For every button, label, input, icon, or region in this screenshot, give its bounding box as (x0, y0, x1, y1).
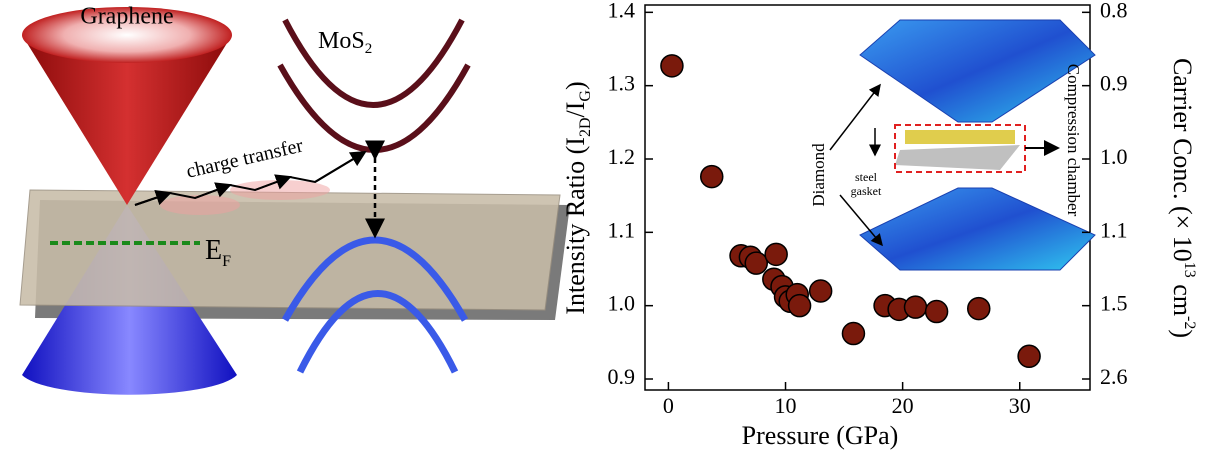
chamber-label: Compression chamber (1064, 64, 1083, 217)
plot-frame (644, 4, 1091, 391)
diamond-bottom (859, 187, 1096, 271)
red-cone (22, 35, 232, 205)
data-point (967, 296, 991, 321)
x-axis-label: Pressure (GPa) (742, 421, 899, 450)
fermi-label: EF (205, 235, 231, 269)
x-tick-label: 20 (892, 393, 914, 418)
label-sup: 13 (1181, 262, 1198, 278)
x-tick-label: 10 (775, 393, 797, 418)
glow (160, 195, 240, 215)
label-sub: 2D (577, 117, 594, 137)
label-part: E (205, 235, 222, 266)
y2-axis-label: Carrier Conc. (× 1013 cm-2) (1168, 58, 1198, 338)
data-point (924, 299, 949, 324)
y-tick-label: 1.3 (608, 71, 636, 96)
label-sub: 2 (365, 41, 373, 57)
valence-band (281, 236, 469, 322)
data-point (660, 54, 684, 78)
label-sub: G (577, 90, 594, 102)
y2-tick-label: 0.9 (1100, 71, 1128, 96)
y2-tick-label: 1.1 (1100, 217, 1128, 242)
y-tick-label: 0.9 (608, 364, 636, 389)
sample (895, 145, 1020, 170)
x-tick-label: 30 (1009, 393, 1031, 418)
y-axis-label: Intensity Ratio (I2D/IG) (561, 81, 594, 314)
label-part: ) (1168, 329, 1197, 338)
data-point (744, 251, 768, 275)
y2-tick-label: 1.5 (1100, 291, 1128, 316)
gasket-label: gasket (851, 184, 882, 198)
x-tick-label: 0 (663, 393, 674, 418)
y-tick-label: 1.2 (608, 144, 636, 169)
label-sub: F (222, 253, 231, 270)
y2-tick-label: 1.0 (1100, 144, 1128, 169)
sample-layer (905, 130, 1015, 144)
diamond-top (859, 19, 1096, 123)
conduction-band (282, 18, 465, 108)
red-cone-top (22, 7, 232, 63)
data-point (841, 321, 866, 346)
label-part: Intensity Ratio (I (561, 137, 590, 315)
arrow (829, 83, 881, 151)
transfer-label: charge transfer (184, 134, 305, 182)
label-sup: -2 (1181, 316, 1198, 329)
arrow (839, 194, 883, 247)
y-tick-label: 1.4 (608, 0, 636, 22)
glow (230, 180, 330, 200)
data-point (1017, 344, 1041, 369)
transfer-path (134, 151, 366, 206)
graphene-label: Graphene (80, 4, 173, 30)
mos2-label: MoS2 (318, 28, 372, 58)
diamond-label: Diamond (809, 143, 828, 207)
schematic: Graphene MoS2 charge transfer EF (19, 4, 570, 395)
label-part: ) (561, 81, 590, 90)
data-point (764, 242, 788, 267)
data-point (903, 295, 928, 319)
data-point (808, 279, 833, 303)
data-point (787, 293, 812, 318)
label-part: MoS (318, 28, 365, 54)
gasket-label: steel (855, 170, 878, 184)
inset: Diamond steel gasket Compression chamber (809, 19, 1096, 271)
y2-tick-label: 0.8 (1100, 0, 1128, 22)
label-part: /I (561, 102, 590, 118)
y2-tick-label: 2.6 (1100, 364, 1128, 389)
transfer-arrows (134, 150, 367, 206)
label-part: cm (1168, 278, 1197, 316)
y-tick-label: 1.0 (608, 291, 636, 316)
valence-band (296, 290, 459, 374)
label-part: Carrier Conc. (× 10 (1168, 58, 1197, 262)
y-tick-label: 1.1 (608, 217, 636, 242)
data-point (700, 164, 724, 189)
fermi-plane (19, 189, 561, 311)
